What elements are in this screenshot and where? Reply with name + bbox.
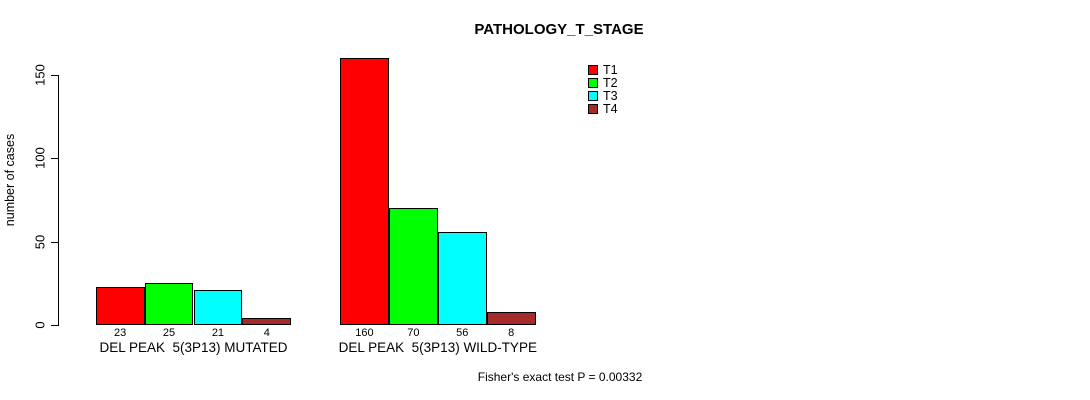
bar-t2-group1 (144, 283, 194, 325)
bar-value-label: 21 (211, 327, 225, 339)
bar-t4-group1 (242, 318, 292, 325)
bar-value-label: 4 (263, 327, 270, 339)
legend-label-t2: T2 (603, 76, 618, 90)
y-tick-label: 100 (32, 147, 48, 170)
y-tick-label: 0 (32, 321, 48, 329)
bar-value-label: 23 (114, 327, 127, 339)
bar-t1-group2 (340, 58, 389, 325)
y-tick-label: 50 (32, 234, 48, 249)
stat-test-footnote: Fisher's exact test P = 0.00332 (477, 370, 643, 384)
bar-value-label: 160 (355, 327, 374, 339)
bar-t3-group2 (437, 232, 487, 325)
bar-t2-group2 (388, 208, 438, 325)
bar-t4-group2 (486, 312, 536, 325)
legend-swatch-t1 (588, 65, 598, 75)
legend-label-t3: T3 (603, 89, 618, 103)
legend-label-t4: T4 (603, 102, 618, 116)
bar-value-label: 8 (508, 327, 515, 339)
category-label: DEL PEAK 5(3P13) MUTATED (99, 340, 288, 355)
legend-swatch-t2 (588, 78, 598, 88)
legend-label-t1: T1 (603, 63, 618, 77)
y-tick (51, 241, 58, 243)
y-tick (51, 75, 58, 76)
legend-swatch-t4 (588, 104, 598, 114)
y-axis-line (58, 75, 59, 326)
category-label: DEL PEAK 5(3P13) WILD-TYPE (338, 340, 537, 355)
y-tick (51, 325, 58, 326)
bar-value-label: 70 (407, 327, 420, 339)
y-tick-label: 150 (32, 64, 48, 86)
bar-t3-group1 (193, 290, 243, 325)
bar-t1-group1 (95, 287, 145, 325)
bar-value-label: 25 (162, 327, 176, 339)
bar-value-label: 56 (456, 327, 469, 339)
y-axis-label: number of cases (3, 133, 17, 227)
chart-title: PATHOLOGY_T_STAGE (474, 21, 644, 38)
legend-swatch-t3 (588, 91, 598, 101)
y-tick (51, 158, 58, 160)
